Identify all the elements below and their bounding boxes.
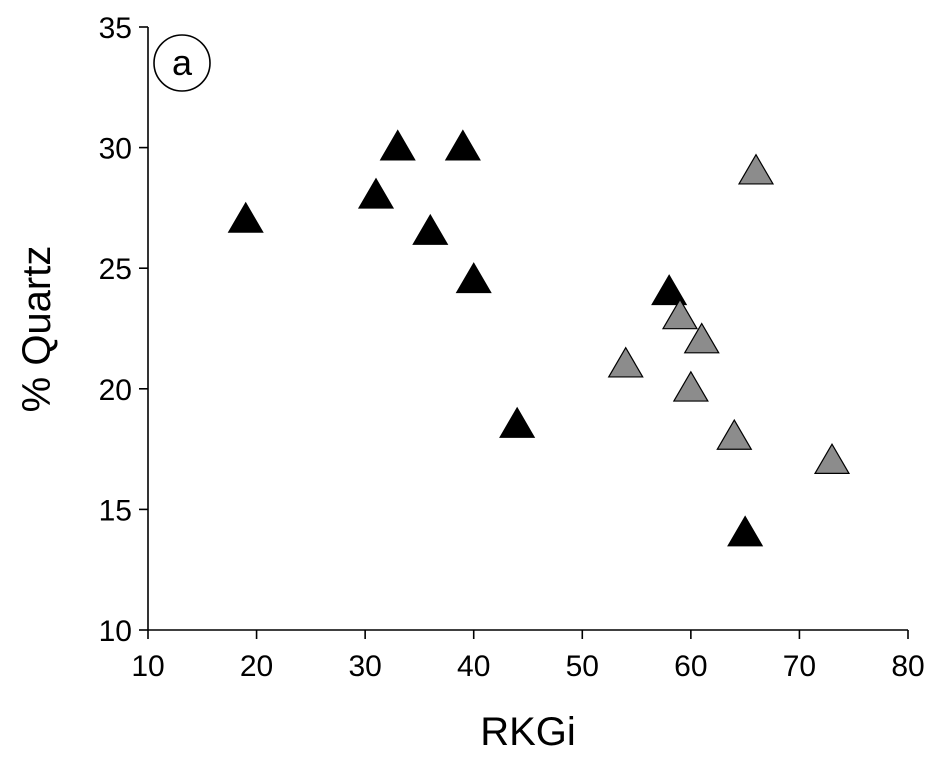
y-tick-label: 35 [99,12,132,45]
panel-label-circle [153,34,211,92]
x-tick-label: 70 [783,650,816,683]
gray-triangle-point [716,418,753,450]
y-tick-label: 30 [99,133,132,166]
y-tick-label: 10 [99,615,132,648]
x-tick-label: 10 [131,650,164,683]
black-triangle-point [412,213,449,245]
panel-label-badge: a [153,34,211,92]
axes [147,27,908,631]
black-triangle-point [357,177,395,209]
gray-triangle-point [813,442,851,474]
panel-label: a [172,42,193,83]
y-tick-label: 20 [99,374,132,407]
x-tick-label: 50 [566,650,599,683]
black-triangle-point [379,129,416,161]
y-tick-label: 15 [99,494,132,527]
gray-triangle-point [607,346,644,378]
x-tick-label: 60 [674,650,707,683]
x-tick-label: 30 [348,650,381,683]
gray-triangle-point [683,322,720,354]
black-triangle-point [651,274,688,306]
black-triangle-point [227,201,264,233]
ticks: 10 20 30 40 50 60 70 80 10 15 20 25 30 35 [99,12,925,683]
black-triangle-point [444,129,481,161]
x-tick-label: 20 [240,650,273,683]
black-triangle-point [455,262,492,294]
black-triangle-point [499,406,536,438]
black-triangle-point [727,515,764,547]
gray-triangle-point [661,298,699,330]
data-points [227,129,851,547]
y-axis-title: % Quartz [15,246,59,413]
gray-triangle-point [737,153,775,185]
gray-triangle-point [672,370,709,402]
x-axis-title: RKGi [480,710,576,754]
x-tick-label: 40 [457,650,490,683]
y-tick-label: 25 [99,253,132,286]
x-tick-label: 80 [891,650,924,683]
